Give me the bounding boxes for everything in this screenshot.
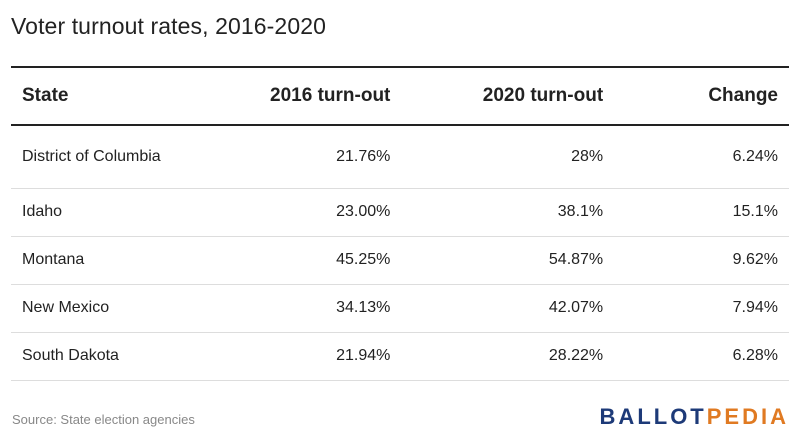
state-cell: District of Columbia [11,125,200,189]
change-cell: 6.24% [614,125,789,189]
turnout-2016-cell: 34.13% [199,284,402,333]
table-row: Montana 45.25% 54.87% 9.62% [11,236,789,285]
change-cell: 7.94% [614,284,789,333]
header-change: Change [708,85,778,106]
turnout-2020-cell: 38.1% [401,188,615,237]
header-state: State [22,85,69,106]
turnout-2016-cell: 21.76% [199,125,402,189]
change-cell: 6.28% [614,332,789,381]
logo-text-pedia: PEDIA [706,404,789,429]
logo-text-ballot: BALLOT [599,404,707,429]
state-cell: South Dakota [11,332,200,381]
table-header-row: State 2016 turn-out 2020 turn-out Change [11,67,789,125]
table-row: New Mexico 34.13% 42.07% 7.94% [11,284,789,333]
turnout-2020-cell: 54.87% [401,236,615,285]
header-2020-turnout: 2020 turn-out [482,85,604,106]
state-cell: Idaho [11,188,200,237]
header-2016-turnout: 2016 turn-out [270,85,391,106]
turnout-2020-cell: 28% [401,125,615,189]
table-row: Idaho 23.00% 38.1% 15.1% [11,188,789,237]
ballotpedia-logo: BALLOTPEDIA [600,404,789,430]
turnout-2016-cell: 23.00% [199,188,402,237]
change-cell: 9.62% [614,236,789,285]
turnout-2016-cell: 21.94% [199,332,402,381]
chart-title: Voter turnout rates, 2016-2020 [11,13,326,39]
turnout-2020-cell: 28.22% [401,332,615,381]
table-row: South Dakota 21.94% 28.22% 6.28% [11,332,789,381]
state-cell: Montana [11,236,200,285]
turnout-2020-cell: 42.07% [401,284,615,333]
state-cell: New Mexico [11,284,200,333]
table-row: District of Columbia 21.76% 28% 6.24% [11,125,789,189]
source-note: Source: State election agencies [12,412,195,427]
turnout-2016-cell: 45.25% [199,236,402,285]
change-cell: 15.1% [614,188,789,237]
turnout-table: State 2016 turn-out 2020 turn-out Change… [11,66,789,381]
